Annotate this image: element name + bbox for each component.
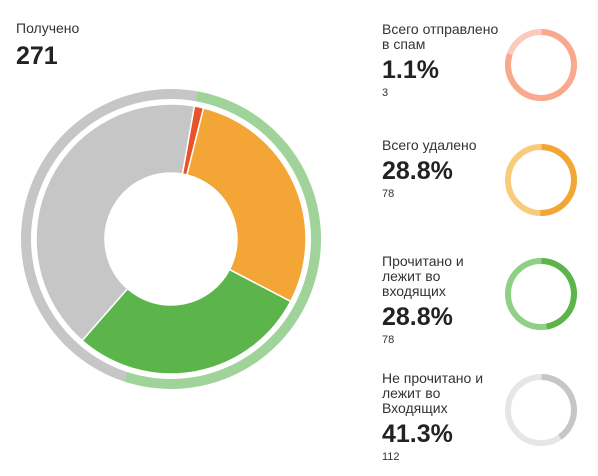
stat-label-deleted: Всего удалено — [382, 137, 477, 153]
stat-pct-read: 28.8% — [382, 303, 453, 331]
donut-slice-3 — [35, 103, 196, 342]
stat-label-unread: Не прочитано и лежит во Входящих — [382, 370, 484, 416]
stat-count-deleted: 78 — [382, 188, 395, 200]
mini-donut-read — [505, 258, 577, 330]
stat-spam: Всего отправлено в спам 1.1% 3 — [382, 22, 500, 100]
mini-donut-deleted — [505, 144, 577, 216]
mini-donut-arc — [541, 258, 577, 330]
stat-count-spam: 3 — [382, 87, 389, 99]
stat-count-read: 78 — [382, 334, 395, 346]
received-label: Получено — [16, 20, 80, 36]
received-value: 271 — [16, 42, 58, 70]
stat-read: Прочитано и лежит во входящих 28.8% 78 — [382, 254, 500, 347]
stat-pct-deleted: 28.8% — [382, 157, 453, 185]
stat-label-spam: Всего отправлено в спам — [382, 21, 499, 52]
donut-slice-1 — [186, 107, 307, 303]
stat-label-read: Прочитано и лежит во входящих — [382, 253, 464, 299]
stat-deleted: Всего удалено 28.8% 78 — [382, 138, 500, 201]
mini-donut-unread — [505, 374, 577, 446]
donut-slice-2 — [81, 268, 292, 375]
stat-pct-unread: 41.3% — [382, 420, 453, 448]
mini-donut-spam — [505, 29, 577, 101]
mini-donut-arc — [540, 144, 577, 216]
stat-pct-spam: 1.1% — [382, 56, 439, 84]
stat-unread: Не прочитано и лежит во Входящих 41.3% 1… — [382, 371, 500, 464]
mini-donut-arc — [541, 374, 577, 440]
stat-count-unread: 112 — [382, 451, 400, 463]
